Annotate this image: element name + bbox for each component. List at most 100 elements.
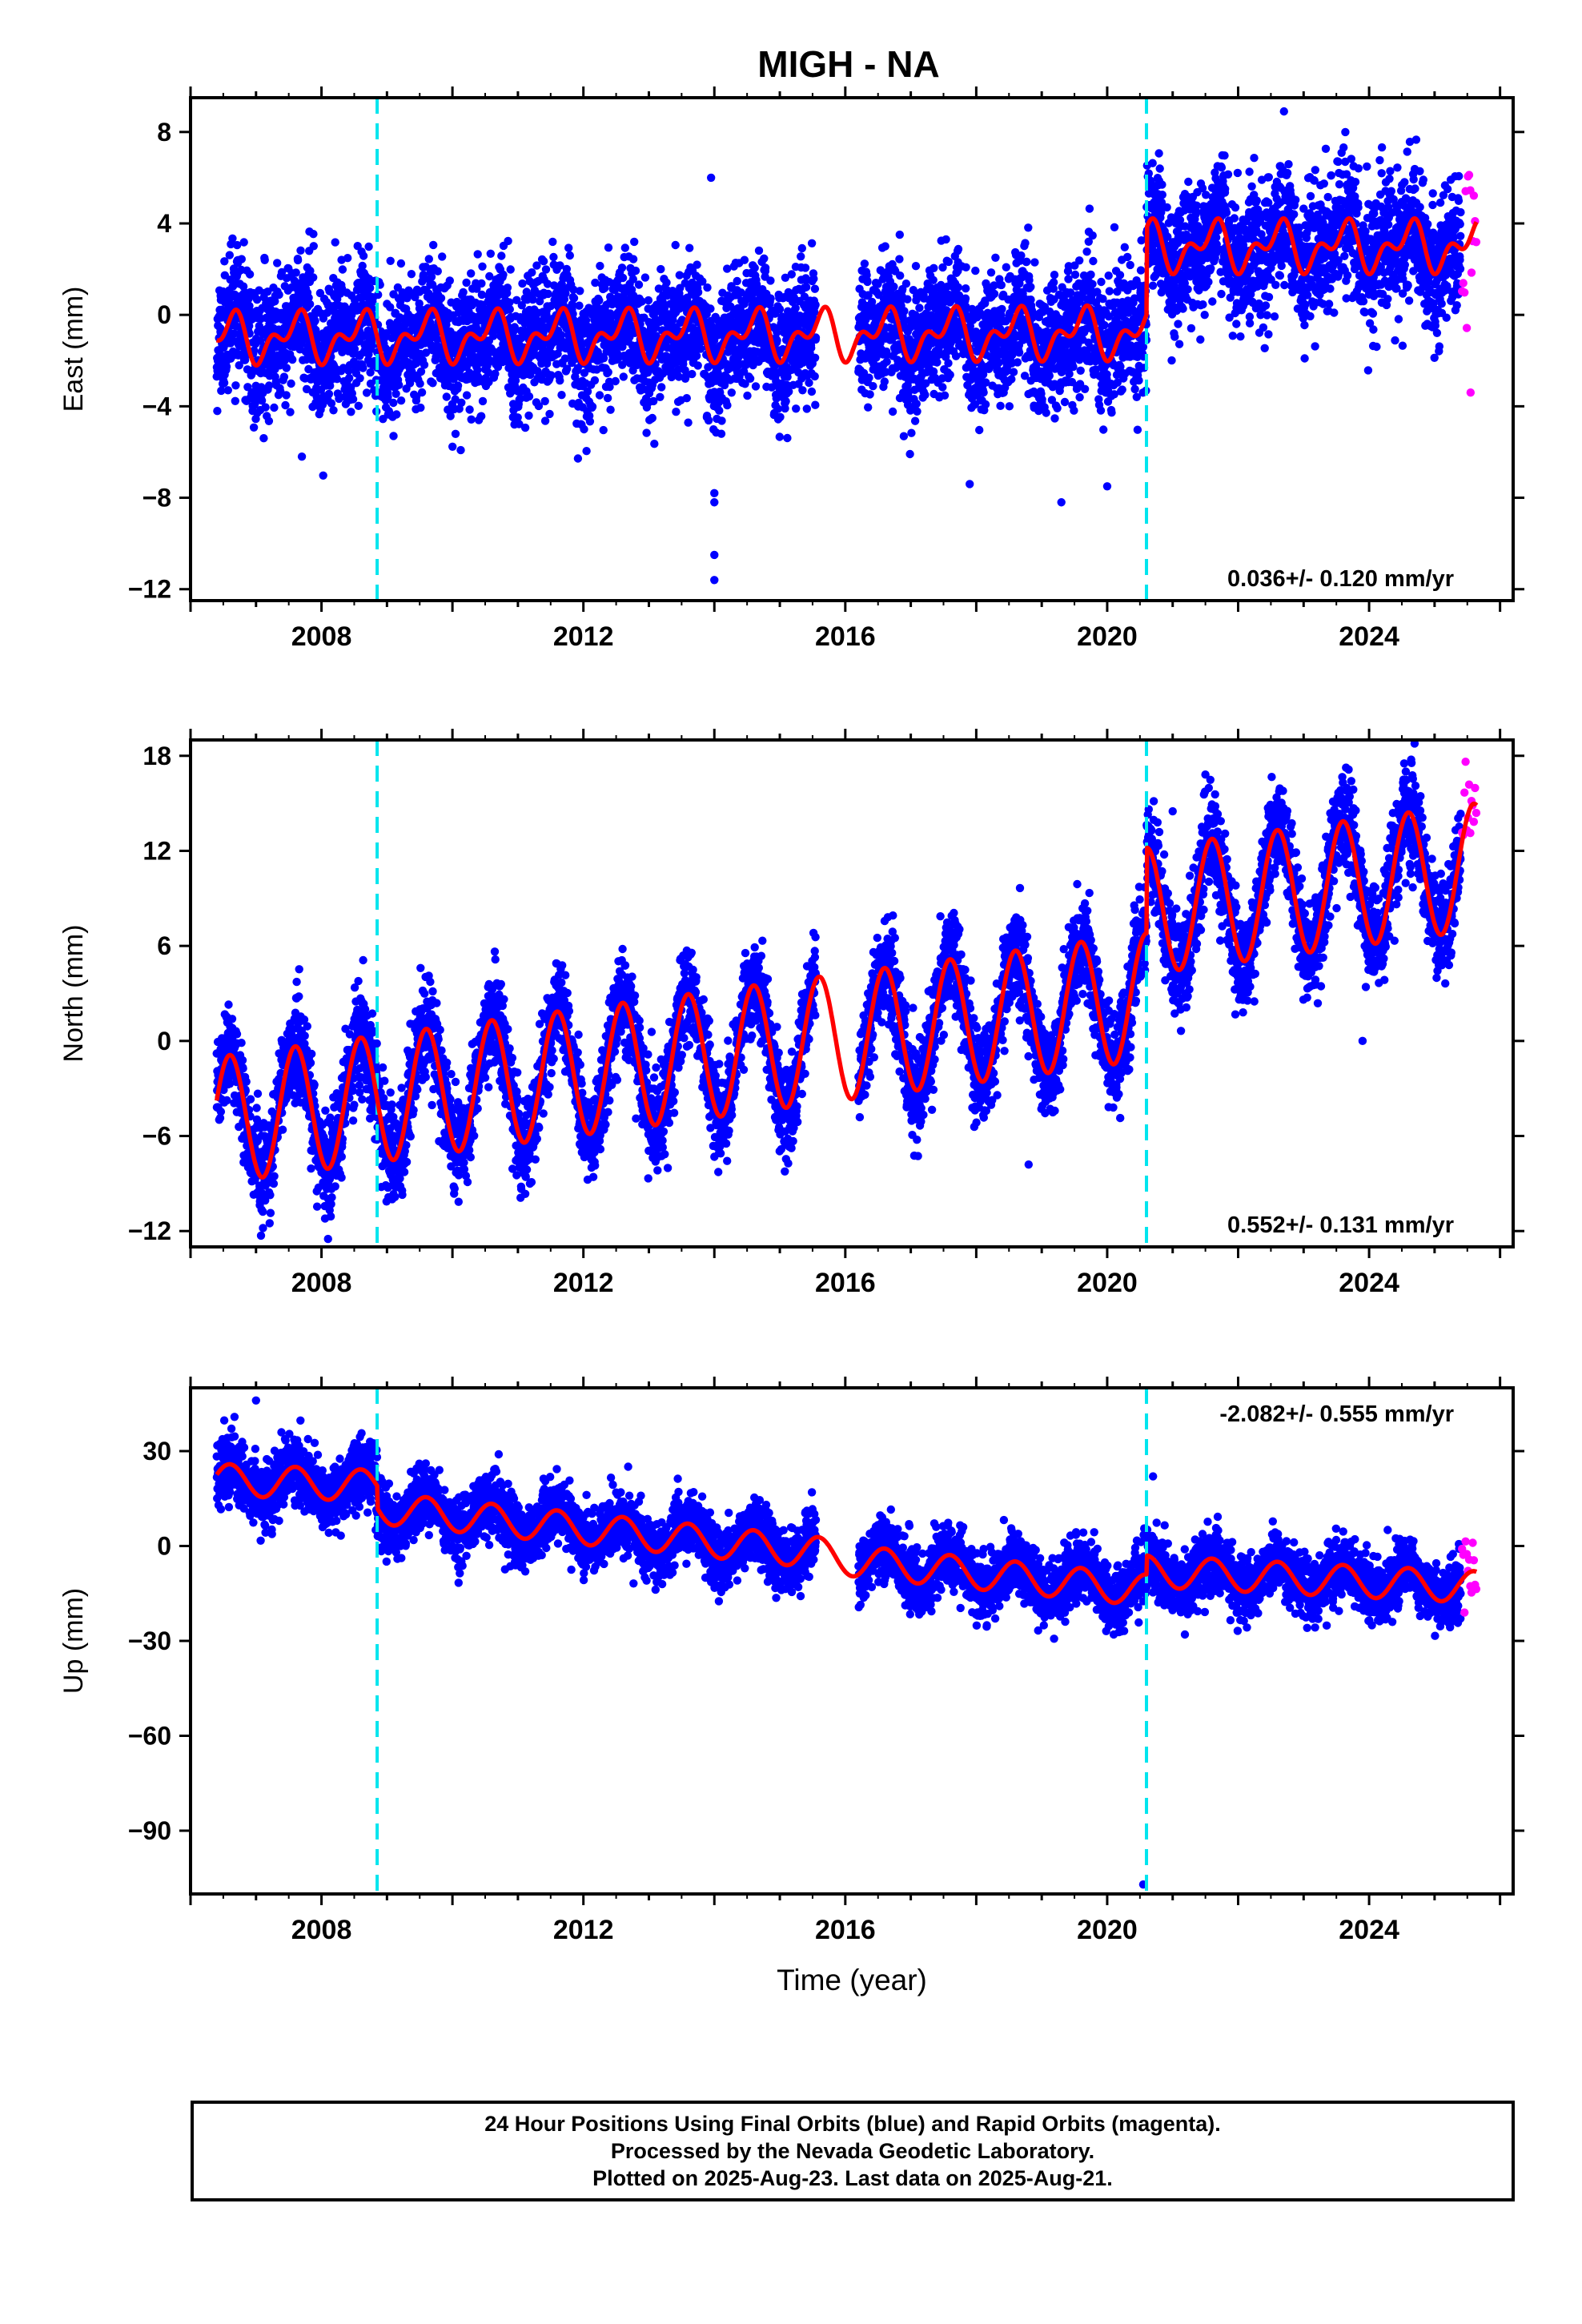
east-data-point	[1038, 395, 1046, 404]
east-data-point	[1049, 278, 1058, 287]
east-data-point	[901, 279, 911, 288]
east-data-point	[442, 392, 451, 401]
east-data-point	[1105, 287, 1114, 296]
east-data-point	[1050, 414, 1059, 423]
east-data-point	[797, 252, 805, 261]
east-data-point	[733, 276, 741, 286]
east-data-point	[1107, 408, 1116, 417]
east-data-point	[540, 396, 549, 406]
east-data-point	[332, 375, 342, 384]
east-data-point	[417, 388, 427, 397]
east-data-point	[429, 240, 438, 250]
east-data-point	[628, 255, 638, 263]
east-data-point	[456, 445, 465, 455]
east-data-point	[590, 376, 600, 385]
east-data-point	[991, 253, 1000, 262]
east-data-point	[386, 256, 395, 265]
east-data-point	[305, 300, 315, 308]
east-data-point	[260, 255, 269, 264]
east-data-point	[252, 296, 262, 304]
east-data-point	[230, 329, 239, 338]
east-data-point	[1009, 368, 1018, 376]
east-data-point	[1026, 283, 1035, 292]
east-data-point	[807, 239, 817, 247]
east-data-point	[319, 471, 327, 480]
east-data-point	[792, 404, 801, 413]
east-data-point	[962, 263, 970, 271]
east-data-point	[889, 282, 898, 292]
east-data-point	[961, 294, 970, 303]
east-data-point	[259, 434, 268, 443]
east-data-point	[723, 400, 732, 410]
east-data-point	[306, 267, 315, 275]
east-data-point	[228, 234, 237, 243]
east-data-point	[291, 268, 300, 277]
east-data-point	[462, 391, 472, 400]
east-data-point	[576, 287, 584, 296]
east-data-point	[427, 272, 436, 281]
east-data-point	[296, 246, 305, 255]
east-data-point	[1053, 404, 1062, 412]
east-data-point	[662, 278, 671, 287]
east-data-point	[348, 395, 358, 404]
figure-title: MIGH - NA	[757, 43, 939, 85]
east-data-point	[234, 351, 243, 360]
east-data-point	[459, 287, 468, 297]
east-data-point	[453, 381, 463, 390]
east-data-point	[1104, 271, 1113, 280]
east-data-point	[219, 378, 229, 388]
east-data-point	[486, 249, 495, 258]
east-data-point	[245, 301, 254, 311]
east-data-point	[544, 289, 552, 299]
east-data-point	[585, 417, 595, 426]
east-data-point	[899, 432, 909, 440]
east-data-point	[467, 415, 476, 424]
east-data-point	[895, 230, 905, 239]
east-data-point	[290, 276, 299, 285]
east-data-point	[217, 386, 226, 396]
east-data-point	[354, 401, 363, 410]
east-data-point	[802, 404, 811, 413]
east-data-point	[261, 403, 270, 412]
east-data-point	[396, 259, 406, 268]
east-data-point	[548, 237, 557, 247]
east-data-point	[1042, 408, 1050, 417]
east-data-point	[954, 244, 963, 254]
east-data-point	[564, 243, 573, 252]
east-data-point	[1120, 243, 1130, 251]
east-data-point	[775, 304, 785, 314]
east-data-point	[971, 266, 980, 275]
east-data-point	[1088, 231, 1097, 240]
east-data-point	[473, 250, 482, 259]
east-data-point	[604, 243, 613, 252]
east-data-point	[499, 270, 508, 279]
east-data-point	[717, 416, 726, 425]
east-data-point	[810, 353, 820, 362]
east-data-point	[743, 391, 752, 400]
east-data-point	[907, 428, 916, 437]
east-data-point	[1030, 258, 1039, 267]
east-data-point	[617, 263, 627, 272]
east-data-point	[648, 413, 656, 423]
east-data-point	[392, 410, 401, 419]
east-data-point	[239, 238, 248, 247]
east-data-point	[1021, 239, 1030, 247]
east-data-point	[630, 237, 639, 247]
east-data-point	[478, 396, 488, 406]
east-data-point	[1088, 279, 1097, 288]
east-data-point	[1110, 223, 1119, 231]
east-data-point	[1014, 348, 1024, 357]
east-data-point	[225, 251, 234, 259]
east-data-point	[1096, 406, 1106, 415]
east-data-point	[599, 425, 608, 435]
east-data-point	[745, 374, 755, 383]
east-data-point	[366, 283, 375, 292]
east-data-point	[1102, 370, 1111, 379]
east-data-point	[618, 273, 628, 283]
east-data-point	[1085, 204, 1094, 213]
east-data-point	[1022, 257, 1031, 266]
east-data-point	[903, 295, 912, 304]
east-data-point	[528, 295, 537, 304]
east-data-point	[286, 408, 295, 416]
east-data-point	[467, 269, 476, 278]
